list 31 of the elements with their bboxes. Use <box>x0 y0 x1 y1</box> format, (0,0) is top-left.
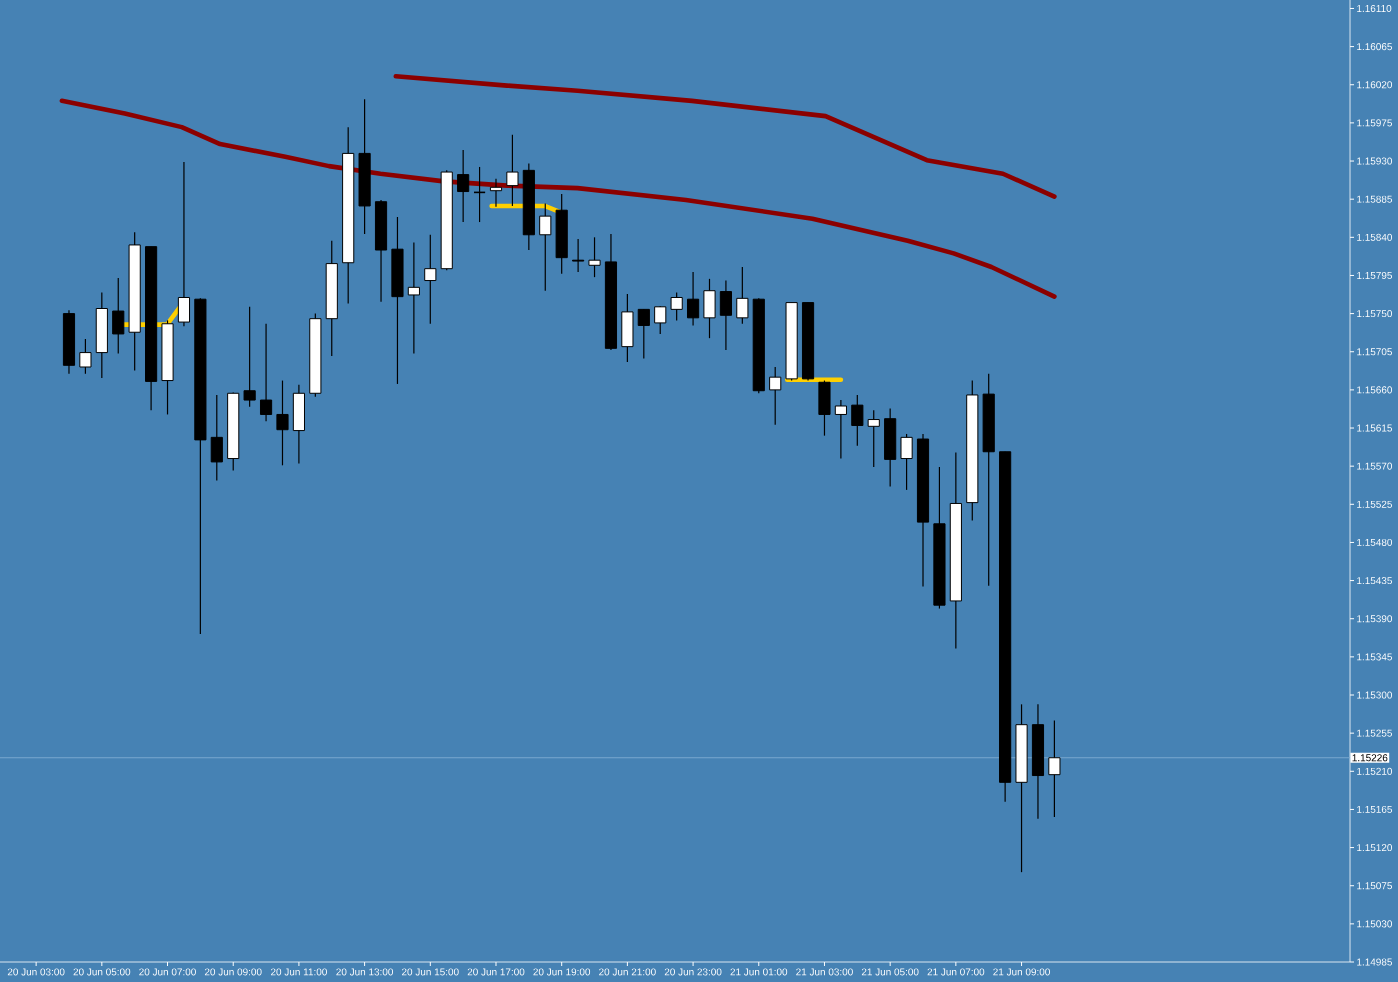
candlestick <box>112 277 125 355</box>
candlestick <box>670 291 683 321</box>
candlestick <box>654 305 667 335</box>
candlestick <box>703 278 716 339</box>
candlestick <box>621 293 634 363</box>
candlestick <box>736 266 749 325</box>
candlestick <box>900 433 913 491</box>
candlestick <box>457 149 470 223</box>
candlestick <box>424 234 437 325</box>
candlestick <box>1048 719 1061 818</box>
candlestick <box>588 236 601 278</box>
candlestick <box>276 379 289 466</box>
candlestick <box>391 216 404 385</box>
candlestick <box>769 366 782 426</box>
candlestick <box>95 291 108 379</box>
candlestick <box>506 134 519 207</box>
candlestick <box>572 238 585 273</box>
candlestick <box>407 241 420 355</box>
candlestick <box>79 338 92 375</box>
candlestick <box>637 308 650 360</box>
candlestick <box>686 271 700 327</box>
candlestick <box>489 178 503 208</box>
candlestick <box>177 161 191 327</box>
candlestick <box>719 279 733 351</box>
candlestick <box>259 323 273 422</box>
candlestick <box>243 306 256 408</box>
candlestick <box>818 379 831 437</box>
candlestick <box>834 399 847 460</box>
candlestick <box>292 384 305 465</box>
candlestick <box>210 394 223 482</box>
candlestick <box>884 407 897 488</box>
